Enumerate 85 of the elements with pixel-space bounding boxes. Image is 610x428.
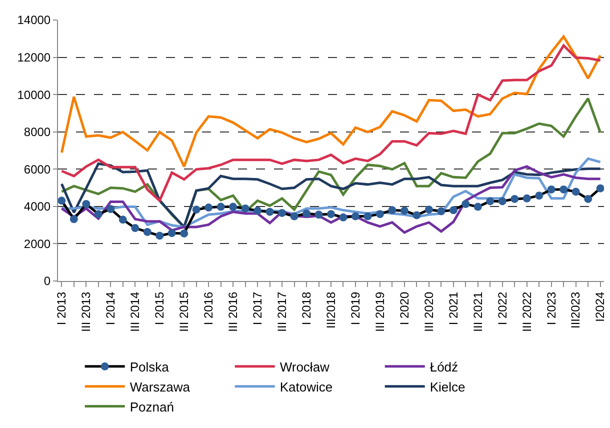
x-tick-label: I 2016 <box>201 291 216 326</box>
x-tick-label: III 2016 <box>226 291 240 332</box>
point <box>156 232 164 240</box>
point <box>143 228 152 236</box>
point <box>424 206 433 214</box>
point <box>302 210 311 218</box>
point <box>486 197 494 206</box>
point <box>70 215 78 224</box>
point <box>522 194 531 202</box>
y-tick-label: 14000 <box>17 13 51 28</box>
y-tick-label: 0 <box>44 274 51 288</box>
x-tick-label: I 2013 <box>54 291 69 326</box>
point <box>180 229 188 238</box>
x-tick-label: III 2022 <box>520 291 534 332</box>
legend-label: Kielce <box>430 379 466 394</box>
point <box>596 184 604 192</box>
line-series <box>60 44 602 202</box>
x-tick-label: I 2019 <box>348 291 362 326</box>
y-tick-label: 6000 <box>24 162 51 176</box>
point <box>82 200 90 208</box>
point <box>572 188 580 196</box>
point <box>229 202 238 211</box>
x-tick-label: III 2021 <box>470 291 485 332</box>
legend-label: Warszawa <box>130 379 191 394</box>
x-tick-label: III 2019 <box>372 291 387 332</box>
x-tick-label: III2018 <box>324 291 338 329</box>
x-tick-label: I 2023 <box>544 291 558 326</box>
point <box>412 211 421 220</box>
point <box>192 206 200 214</box>
point <box>118 216 127 224</box>
point <box>58 196 66 205</box>
point <box>364 212 372 220</box>
point <box>388 206 396 214</box>
y-tick-label: 10000 <box>17 88 51 102</box>
point <box>474 202 482 211</box>
point <box>278 208 286 217</box>
legend-label: Poznań <box>130 399 174 414</box>
point <box>327 210 335 218</box>
point <box>510 194 519 203</box>
legend-label: Łódź <box>430 359 458 374</box>
point <box>437 207 446 216</box>
point <box>204 204 213 212</box>
point <box>290 212 298 220</box>
x-tick-label: III 2017 <box>274 291 289 332</box>
x-tick-label: I 2017 <box>250 291 264 326</box>
legend-label: Katowice <box>280 379 333 394</box>
point <box>241 204 250 212</box>
x-tick-label: III 2015 <box>176 291 191 332</box>
x-tick-label: III2023 <box>568 291 583 329</box>
point <box>216 202 225 211</box>
x-tick-label: I 2014 <box>104 291 118 326</box>
y-tick-label: 12000 <box>17 50 51 64</box>
y-tick-label: 2000 <box>24 236 51 251</box>
legend-label: Polska <box>130 359 170 374</box>
x-tick-label: III 2014 <box>128 291 142 332</box>
x-tick-label: I 2015 <box>152 291 167 326</box>
y-tick-label: 4000 <box>24 200 51 214</box>
x-tick-label: I2024 <box>593 291 608 322</box>
point <box>94 210 102 218</box>
x-tick-label: I 2018 <box>299 291 314 326</box>
point <box>131 224 140 232</box>
line-series <box>60 35 602 168</box>
point <box>339 213 348 222</box>
point <box>400 206 408 215</box>
point <box>449 206 458 214</box>
point <box>254 206 262 215</box>
y-tick-label: 8000 <box>24 125 51 140</box>
point <box>376 210 384 218</box>
point <box>351 212 360 220</box>
x-tick-label: I 2020 <box>397 291 412 326</box>
x-tick-label: III 2020 <box>422 291 436 332</box>
legend-label: Wrocław <box>280 359 330 374</box>
point <box>535 192 544 200</box>
point <box>462 200 470 208</box>
point <box>314 210 323 219</box>
point <box>560 185 568 194</box>
point <box>547 185 556 194</box>
point <box>106 205 115 214</box>
point <box>584 194 592 203</box>
point <box>498 197 506 206</box>
point <box>168 229 176 238</box>
point <box>266 208 274 216</box>
x-tick-label: III 2013 <box>79 291 94 332</box>
x-tick-label: I 2021 <box>446 291 460 326</box>
x-tick-label: I 2022 <box>495 291 510 326</box>
